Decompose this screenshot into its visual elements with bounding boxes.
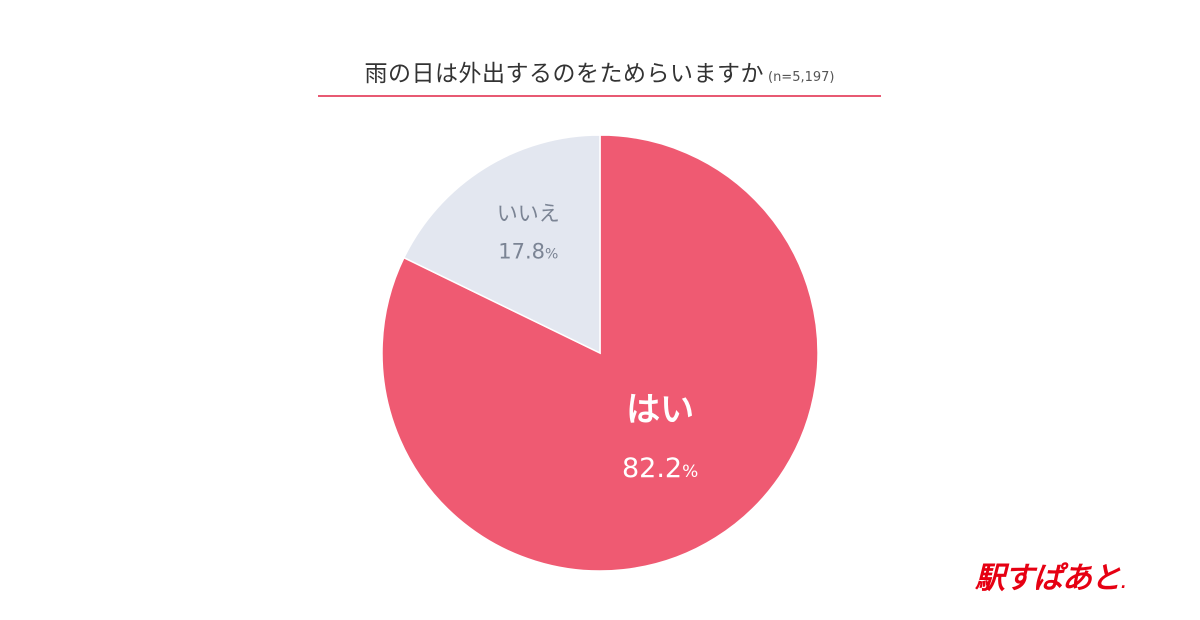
- pie-slice-no: [402, 134, 601, 355]
- title-underline: [318, 95, 881, 97]
- chart-title-block: 雨の日は外出するのをためらいますか (n=5,197): [318, 48, 881, 98]
- chart-title-text: 雨の日は外出するのをためらいますか: [364, 61, 764, 87]
- brand-logo-dot: .: [1121, 576, 1126, 592]
- sample-size: (n=5,197): [768, 70, 835, 85]
- brand-logo-text: 駅すぱあと: [975, 561, 1121, 596]
- slice-label-yes: はい: [626, 390, 694, 430]
- brand-logo: 駅すぱあと.: [975, 553, 1126, 597]
- slice-value-no: 17.8%: [498, 239, 558, 263]
- slice-label-no: いいえ: [497, 201, 560, 225]
- slice-value-yes: 82.2%: [622, 453, 698, 484]
- chart-title: 雨の日は外出するのをためらいますか (n=5,197): [318, 54, 881, 88]
